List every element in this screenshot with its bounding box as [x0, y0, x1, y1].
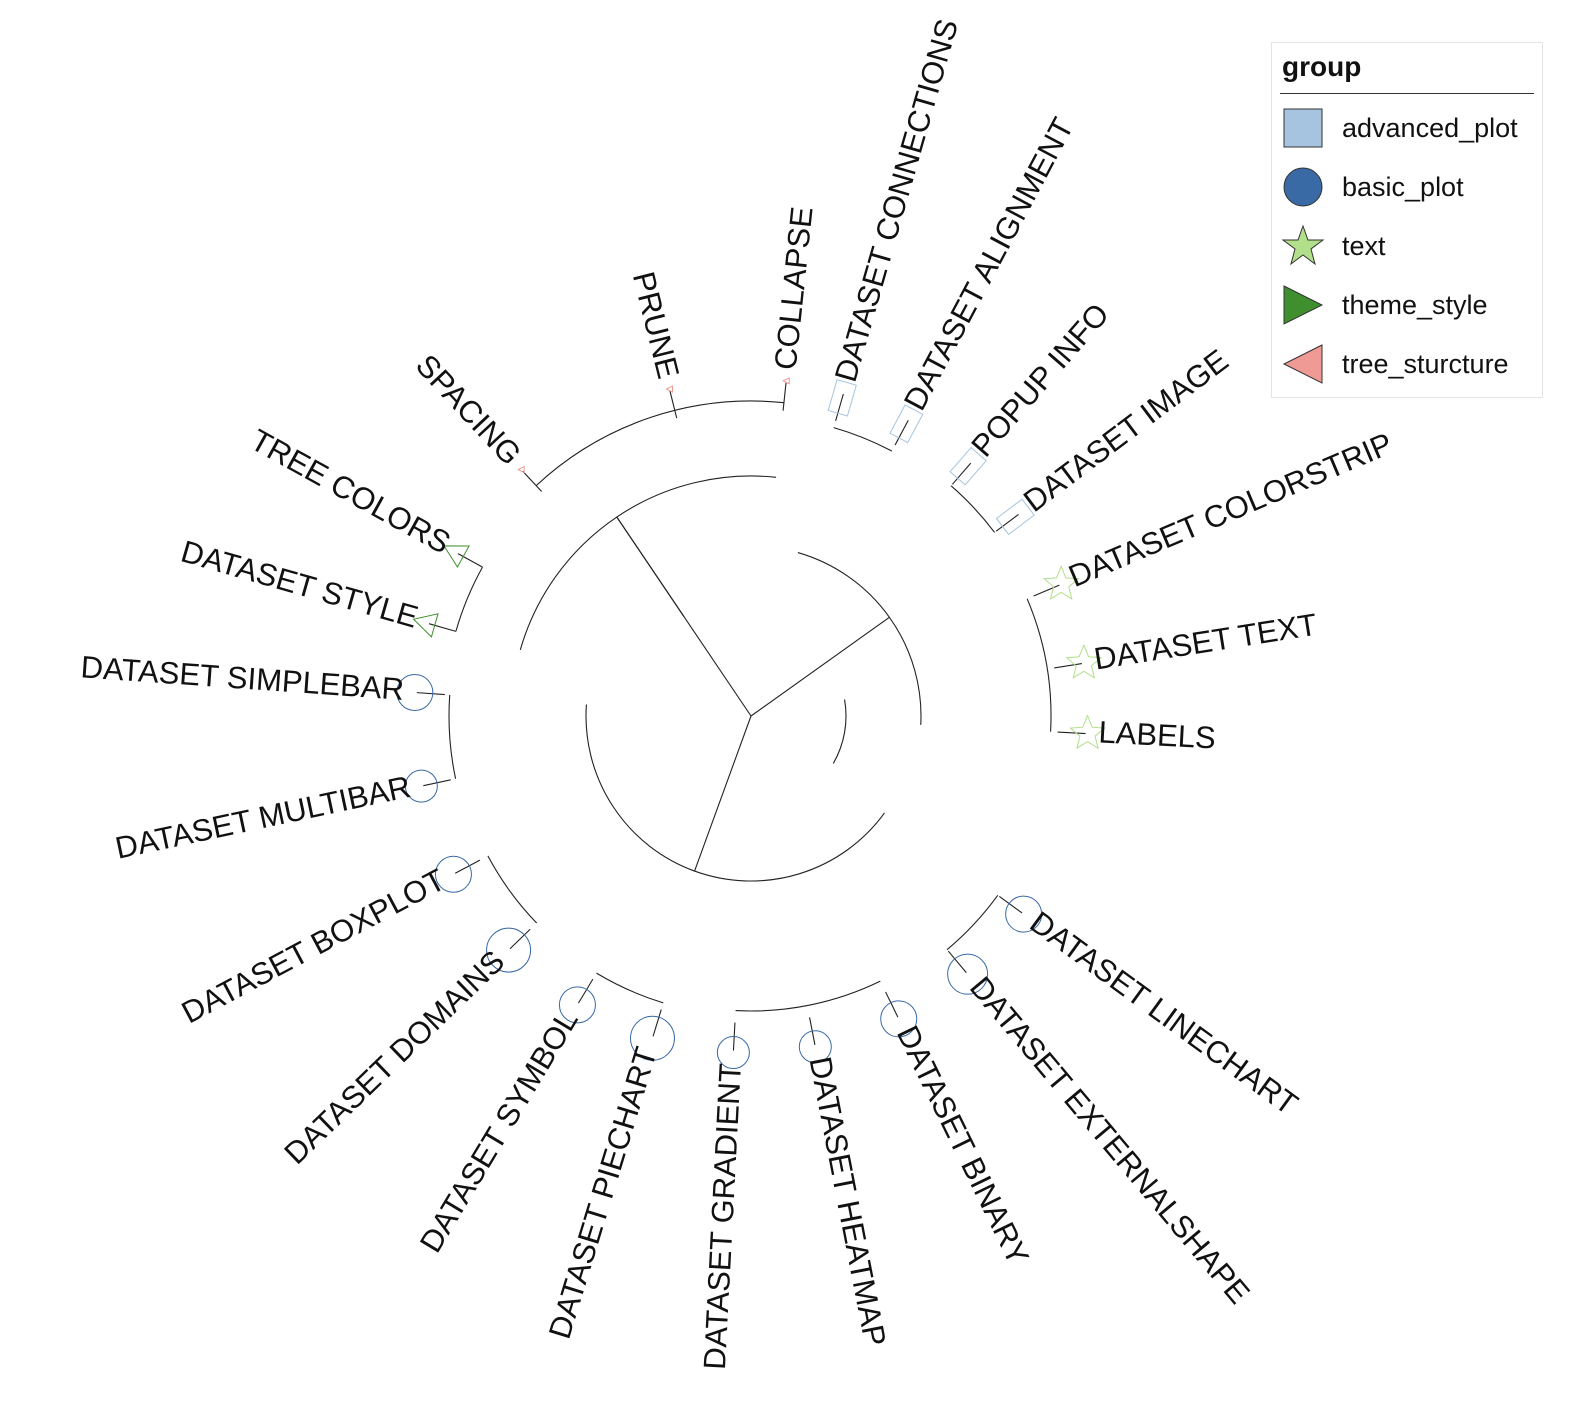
leaf-label: DATASET MULTIBAR: [112, 769, 414, 866]
square-icon: [949, 446, 987, 486]
legend-item-advanced-plot: advanced_plot: [1280, 105, 1540, 155]
branch-leaf: [1057, 731, 1086, 735]
branch-leaf: [428, 623, 457, 632]
star-icon: [1065, 643, 1103, 679]
branch-leaf: [454, 859, 481, 874]
square-icon: [995, 498, 1035, 536]
branch-arc: [596, 972, 664, 1004]
branch-arc: [487, 855, 538, 924]
branch-leaf: [885, 991, 899, 1018]
legend-item-basic-plot: basic_plot: [1280, 164, 1540, 214]
branch-arc: [535, 400, 784, 487]
leaf-label: COLLAPSE: [768, 205, 820, 371]
triangle-left-icon: [1282, 344, 1323, 384]
leaf-label: DATASET BINARY: [890, 1020, 1036, 1270]
star-icon: [1042, 564, 1080, 600]
branch-leaf: [995, 513, 1019, 532]
tip-symbols: [396, 377, 1106, 1070]
triangle-right-icon: [412, 613, 439, 638]
branch-arc: [455, 566, 483, 632]
circle-icon: [404, 769, 438, 803]
square-icon: [1283, 108, 1323, 148]
leaf-label: DATASET TEXT: [1092, 607, 1320, 677]
circle-icon: [434, 855, 472, 893]
tree-branches: [416, 382, 1086, 1051]
branch-radial: [616, 516, 752, 717]
branch-arc: [832, 699, 847, 764]
legend-label: basic_plot: [1342, 172, 1464, 202]
branch-leaf: [416, 692, 445, 696]
leaf-label: DATASET GRADIENT: [697, 1062, 748, 1370]
circle-icon: [716, 1036, 750, 1070]
leaf-label: DATASET PIECHART: [542, 1043, 664, 1343]
branch-arc: [585, 704, 885, 882]
circle-icon: [629, 1015, 675, 1061]
legend-label: theme_style: [1342, 290, 1488, 320]
branch-arc: [448, 694, 457, 779]
legend-item-theme-style: theme_style: [1280, 282, 1540, 332]
legend-label: text: [1342, 231, 1386, 261]
branch-arc: [950, 485, 996, 533]
square-icon: [889, 404, 924, 444]
legend-item-tree-sturcture: tree_sturcture: [1280, 341, 1540, 391]
legend-item-text: text: [1280, 223, 1540, 273]
legend-title: group: [1282, 51, 1362, 82]
triangle-right-icon: [443, 545, 470, 568]
triangle-left-icon: [782, 377, 790, 385]
branch-leaf: [457, 553, 483, 568]
star-icon: [1069, 714, 1106, 750]
branch-leaf: [835, 393, 844, 422]
leaf-label: DATASET STYLE: [177, 534, 422, 635]
branch-leaf: [947, 950, 967, 973]
leaf-label: DATASET SYMBOL: [413, 1004, 585, 1258]
circle-icon: [947, 953, 989, 995]
leaf-label: TREE COLORS: [245, 422, 456, 560]
leaf-label: SPACING: [409, 348, 528, 472]
branch-leaf: [782, 382, 787, 411]
circle-icon: [880, 1000, 918, 1038]
leaf-label: PRUNE: [626, 268, 686, 382]
branch-leaf: [577, 978, 594, 1004]
circle-icon: [1283, 167, 1323, 207]
branch-leaf: [522, 470, 543, 492]
branch-radial: [750, 616, 890, 717]
branch-leaf: [652, 1009, 662, 1037]
branch-arc: [1026, 598, 1052, 732]
branch-arc: [735, 980, 881, 1012]
leaf-label: LABELS: [1098, 714, 1217, 755]
branch-leaf: [951, 462, 972, 485]
circle-icon: [486, 927, 532, 973]
legend-label: tree_sturcture: [1342, 349, 1509, 379]
square-icon: [827, 379, 857, 417]
leaf-label: DATASET BOXPLOT: [176, 862, 451, 1030]
triangle-left-icon: [665, 385, 673, 393]
branch-arc: [833, 427, 893, 452]
branch-arc: [946, 894, 999, 951]
legend: group advanced_plot basic_plot text them…: [1271, 42, 1543, 398]
star-icon: [1281, 224, 1325, 266]
circle-icon: [558, 986, 596, 1024]
legend-divider: [1280, 93, 1534, 94]
leaf-label: DATASET HEATMAP: [802, 1054, 892, 1349]
branch-leaf: [999, 896, 1023, 914]
legend-label: advanced_plot: [1342, 113, 1518, 143]
triangle-left-icon: [517, 465, 525, 474]
branch-leaf: [894, 419, 909, 446]
triangle-right-icon: [1283, 285, 1324, 325]
branch-leaf: [1033, 584, 1060, 597]
circle-icon: [798, 1030, 832, 1064]
circle-icon: [396, 673, 434, 711]
branch-leaf: [509, 928, 531, 950]
leaf-label: DATASET SIMPLEBAR: [80, 649, 406, 707]
branch-radial: [694, 715, 752, 872]
branch-leaf: [669, 390, 678, 419]
branch-leaf: [1054, 663, 1082, 669]
circle-icon: [1005, 895, 1043, 933]
